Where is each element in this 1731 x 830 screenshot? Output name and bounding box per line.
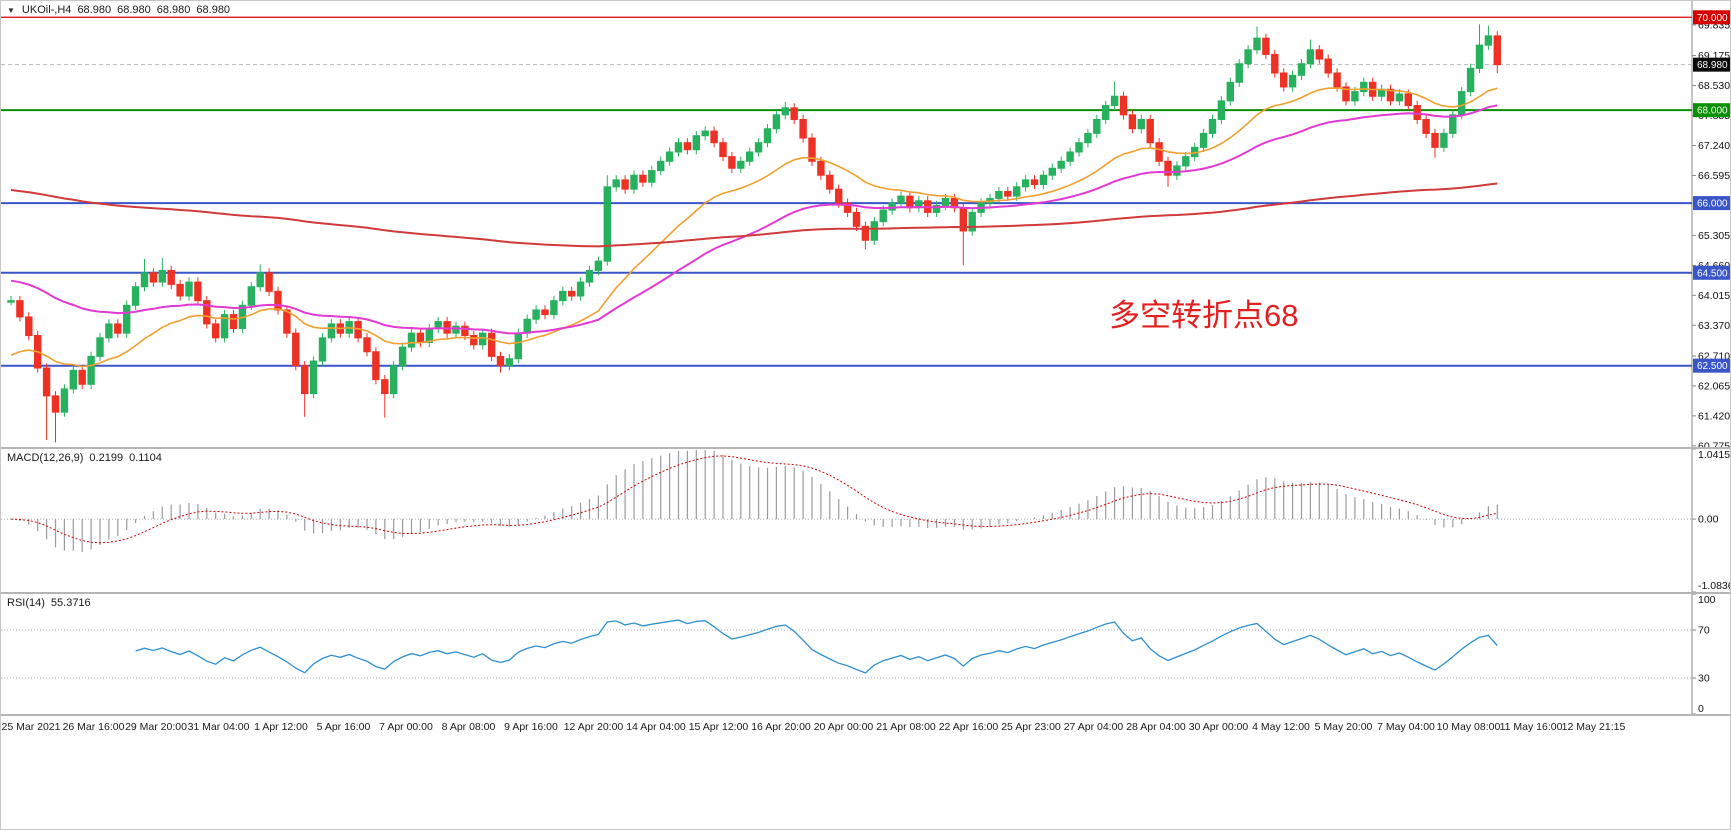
symbol-label: UKOil-,H4 (21, 4, 72, 16)
candles-layer[interactable] (7, 24, 1501, 443)
time-label: 4 May 12:00 (1252, 721, 1310, 733)
panel-divider[interactable] (1, 714, 1730, 716)
price-badge-label: 66.000 (1697, 199, 1728, 210)
rsi-header: RSI(14) 55.3716 (7, 597, 91, 609)
macd-panel: 1.0415 0.00 -1.0836 MACD(12,26,9) 0.2199 0… (1, 449, 1731, 592)
price-line-badge: 66.000 (1693, 196, 1730, 211)
macd-axis-label: 0.00 (1698, 514, 1719, 526)
main-chart-canvas[interactable]: 69.83569.17568.53067.88567.24066.59565.3… (1, 1, 1731, 447)
rsi-axis-label: 0 (1698, 703, 1704, 714)
time-label: 11 May 16:00 (1499, 721, 1563, 733)
time-label: 5 May 20:00 (1314, 721, 1373, 733)
time-label: 8 Apr 08:00 (441, 721, 496, 733)
time-label: 12 May 21:15 (1561, 721, 1626, 733)
price-badge-label: 68.000 (1697, 106, 1728, 117)
rsi-canvas[interactable]: 100 70 30 0 (1, 594, 1731, 714)
chart-dropdown-icon: ▼ (7, 5, 15, 15)
rsi-value: 55.3716 (50, 597, 91, 609)
price-badge-label: 64.500 (1697, 268, 1728, 279)
ohlc-high: 68.980 (117, 4, 151, 16)
price-line-badge: 68.980 (1693, 57, 1730, 72)
annotation-text: 多空转折点68 (1109, 298, 1299, 333)
macd-title: MACD(12,26,9) (7, 452, 84, 464)
price-tick-label: 68.530 (1698, 80, 1730, 92)
main-chart-panel: 69.83569.17568.53067.88567.24066.59565.3… (1, 1, 1731, 447)
fast-ma-line (10, 87, 1498, 368)
time-label: 26 Mar 16:00 (62, 721, 125, 733)
rsi-title: RSI(14) (7, 597, 45, 609)
price-tick-label: 65.305 (1698, 230, 1730, 242)
macd-axis-label: -1.0836 (1698, 580, 1731, 592)
panel-divider[interactable] (1, 592, 1730, 594)
rsi-panel: 100 70 30 0 RSI(14) 55.3716 (1, 594, 1731, 714)
price-badge-label: 62.500 (1697, 361, 1728, 372)
time-label: 7 May 04:00 (1377, 721, 1435, 733)
time-label: 29 Mar 20:00 (125, 721, 187, 733)
time-label: 12 Apr 20:00 (563, 721, 624, 733)
macd-signal-line (10, 455, 1498, 544)
rsi-line (135, 619, 1498, 674)
time-axis[interactable]: 25 Mar 2021 26 Mar 16:00 29 Mar 20:00 31 Ma… (1, 716, 1730, 738)
macd-canvas[interactable]: 1.0415 0.00 -1.0836 (1, 449, 1731, 592)
time-label: 15 Apr 12:00 (688, 721, 749, 733)
ohlc-close: 68.980 (196, 4, 231, 16)
time-label: 27 Apr 04:00 (1063, 721, 1124, 733)
time-label: 31 Mar 04:00 (187, 721, 250, 733)
time-label: 22 Apr 16:00 (938, 721, 999, 733)
price-tick-label: 67.240 (1698, 140, 1730, 152)
time-label: 30 Apr 00:00 (1188, 721, 1249, 733)
time-label: 20 Apr 00:00 (813, 721, 874, 733)
time-label: 14 Apr 04:00 (626, 721, 686, 733)
time-label: 25 Mar 2021 (1, 721, 61, 733)
ohlc-open: 68.980 (77, 4, 112, 16)
macd-main-value: 0.2199 (89, 452, 124, 464)
time-label: 25 Apr 23:00 (1001, 721, 1061, 733)
price-tick-label: 64.015 (1698, 290, 1730, 302)
macd-signal-value: 0.1104 (129, 452, 162, 464)
price-badge-label: 70.000 (1697, 13, 1728, 24)
time-label: 1 Apr 12:00 (254, 721, 308, 733)
panel-divider[interactable] (1, 447, 1730, 449)
macd-header: MACD(12,26,9) 0.2199 0.1104 (7, 452, 162, 464)
price-tick-label: 60.775 (1698, 440, 1730, 447)
time-label: 16 Apr 20:00 (751, 721, 811, 733)
slow-ma-line (10, 182, 1498, 248)
price-line-badge: 68.000 (1693, 103, 1730, 118)
price-tick-label: 61.420 (1698, 410, 1730, 422)
price-tick-label: 66.595 (1698, 170, 1730, 182)
rsi-axis-label: 100 (1698, 594, 1716, 606)
time-label: 21 Apr 08:00 (876, 721, 936, 733)
price-line-badge: 62.500 (1693, 358, 1730, 373)
macd-axis-label: 1.0415 (1698, 449, 1730, 461)
symbol-header: ▼ UKOil-,H4 68.980 68.980 68.980 68.980 (7, 4, 230, 16)
price-line-badge: 70.000 (1693, 10, 1730, 25)
medium-ma-line (10, 104, 1498, 335)
time-label: 5 Apr 16:00 (316, 721, 371, 733)
time-label: 7 Apr 00:00 (379, 721, 433, 733)
price-line-badge: 64.500 (1693, 265, 1730, 280)
price-badge-label: 68.980 (1697, 60, 1728, 71)
price-tick-label: 62.065 (1698, 380, 1730, 392)
time-label: 28 Apr 04:00 (1126, 721, 1186, 733)
bottom-whitespace (1, 738, 1730, 829)
time-label: 10 May 08:00 (1436, 721, 1501, 733)
price-tick-label: 63.370 (1698, 320, 1730, 332)
time-label: 9 Apr 16:00 (504, 721, 558, 733)
rsi-axis-label: 30 (1698, 673, 1710, 685)
macd-histogram (19, 450, 1498, 553)
ohlc-low: 68.980 (156, 4, 191, 16)
rsi-axis-label: 70 (1698, 625, 1710, 637)
